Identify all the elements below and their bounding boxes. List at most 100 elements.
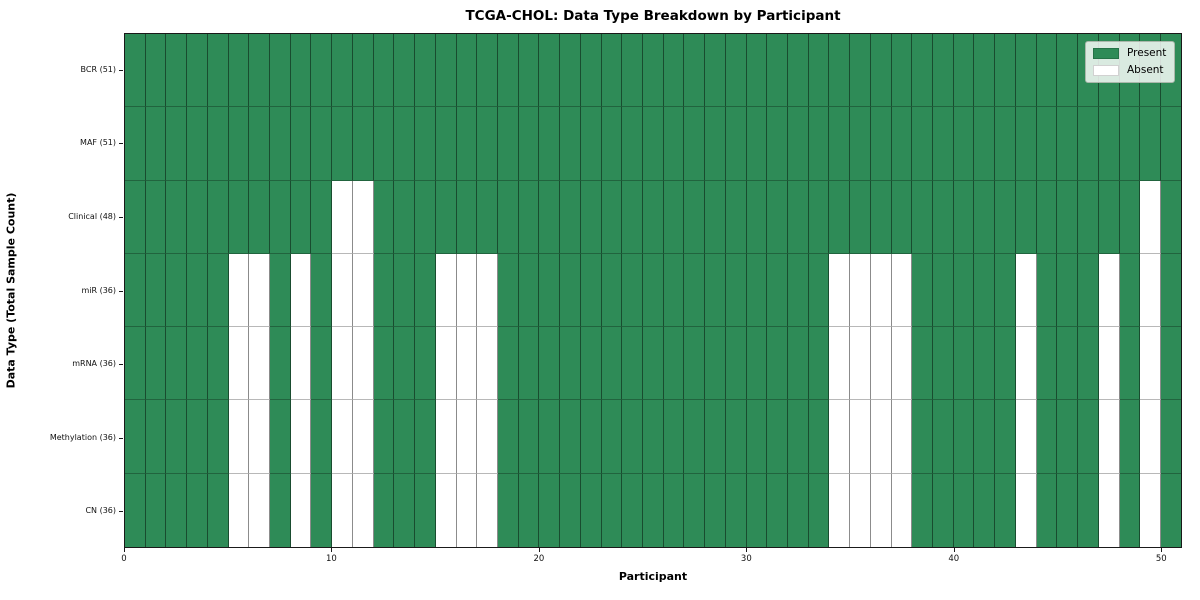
heatmap-cell — [207, 473, 229, 547]
heatmap-cell — [912, 180, 934, 254]
heatmap-cell — [622, 473, 643, 547]
heatmap-cell — [953, 107, 975, 181]
heatmap-cell — [788, 34, 809, 108]
heatmap-cell — [1160, 253, 1181, 328]
heatmap-cell — [539, 180, 561, 254]
heatmap-cell — [435, 107, 457, 181]
heatmap-cell — [518, 180, 540, 254]
heatmap-cell — [891, 34, 913, 108]
heatmap-cell — [663, 107, 685, 181]
heatmap-cell — [995, 400, 1016, 474]
heatmap-cell — [684, 34, 706, 108]
y-tick-label: BCR (51) — [80, 64, 116, 74]
heatmap-cell — [518, 253, 540, 328]
heatmap-cell — [1119, 400, 1141, 474]
x-tick-mark — [1161, 548, 1163, 552]
heatmap-cell — [497, 400, 519, 474]
heatmap-cell — [705, 327, 726, 401]
heatmap-cell — [746, 253, 768, 328]
heatmap-cell — [166, 327, 188, 401]
heatmap-cell — [705, 34, 726, 108]
heatmap-cell — [415, 327, 436, 401]
heatmap-cell — [415, 107, 436, 181]
heatmap-cell — [249, 253, 271, 328]
heatmap-cell — [415, 34, 436, 108]
heatmap-cell — [1119, 473, 1141, 547]
heatmap-cell — [394, 180, 416, 254]
heatmap-cell — [207, 327, 229, 401]
heatmap-cell — [953, 473, 975, 547]
heatmap-cell — [477, 34, 498, 108]
heatmap-cell — [228, 327, 250, 401]
heatmap-cell — [228, 473, 250, 547]
heatmap-cell — [1098, 107, 1120, 181]
heatmap-row — [125, 253, 1181, 328]
heatmap-cell — [995, 253, 1016, 328]
y-tick-label: Clinical (48) — [68, 211, 116, 221]
heatmap-cell — [166, 253, 188, 328]
heatmap-cell — [539, 473, 561, 547]
heatmap-cell — [974, 327, 996, 401]
heatmap-cell — [394, 34, 416, 108]
heatmap-cell — [601, 107, 623, 181]
heatmap-cell — [166, 473, 188, 547]
heatmap-cell — [1140, 473, 1161, 547]
heatmap-cell — [725, 327, 747, 401]
heatmap-cell — [456, 473, 478, 547]
heatmap-cell — [580, 473, 602, 547]
heatmap-cell — [518, 107, 540, 181]
heatmap-cell — [456, 327, 478, 401]
x-axis-label: Participant — [618, 570, 688, 583]
heatmap-cell — [746, 34, 768, 108]
heatmap-cell — [767, 180, 788, 254]
heatmap-cell — [1078, 327, 1099, 401]
heatmap-cell — [560, 253, 581, 328]
heatmap-cell — [456, 180, 478, 254]
heatmap-cell — [642, 180, 664, 254]
legend-present-label: Present — [1127, 47, 1167, 59]
heatmap-cell — [808, 327, 830, 401]
heatmap-cell — [622, 400, 643, 474]
heatmap-cell — [1036, 400, 1058, 474]
heatmap-cell — [870, 327, 892, 401]
heatmap-cell — [1140, 400, 1161, 474]
heatmap-cell — [642, 253, 664, 328]
heatmap-cell — [145, 34, 167, 108]
heatmap-cell — [953, 327, 975, 401]
heatmap-cell — [560, 180, 581, 254]
heatmap-cell — [1098, 473, 1120, 547]
heatmap-cell — [125, 107, 146, 181]
heatmap-cell — [912, 400, 934, 474]
heatmap-row — [125, 107, 1181, 181]
heatmap-cell — [352, 400, 374, 474]
heatmap-cell — [850, 473, 871, 547]
heatmap-cell — [311, 253, 333, 328]
heatmap-row — [125, 180, 1181, 254]
heatmap-cell — [1098, 253, 1120, 328]
heatmap-cell — [705, 107, 726, 181]
heatmap-cell — [311, 400, 333, 474]
heatmap-cell — [870, 253, 892, 328]
heatmap-cell — [870, 473, 892, 547]
heatmap-cell — [580, 400, 602, 474]
heatmap-cell — [705, 180, 726, 254]
heatmap-cell — [684, 180, 706, 254]
heatmap-cell — [829, 327, 851, 401]
heatmap-cell — [601, 400, 623, 474]
heatmap-cell — [808, 34, 830, 108]
heatmap-cell — [788, 180, 809, 254]
heatmap-cell — [601, 180, 623, 254]
heatmap-cell — [663, 400, 685, 474]
heatmap-cell — [394, 107, 416, 181]
x-tick-mark — [746, 548, 748, 552]
heatmap-cell — [435, 473, 457, 547]
heatmap-cell — [870, 400, 892, 474]
heatmap-cell — [995, 473, 1016, 547]
chart-title: TCGA-CHOL: Data Type Breakdown by Partic… — [465, 8, 841, 24]
heatmap-cell — [228, 107, 250, 181]
heatmap-cell — [1140, 327, 1161, 401]
heatmap-cell — [995, 34, 1016, 108]
heatmap-cell — [974, 180, 996, 254]
heatmap-cell — [601, 327, 623, 401]
heatmap-cell — [1036, 473, 1058, 547]
